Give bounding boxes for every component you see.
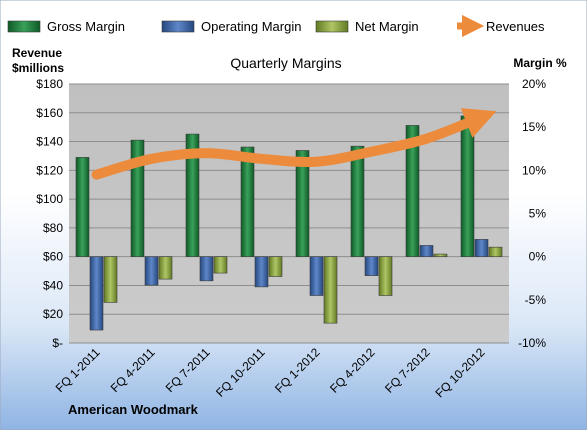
legend-swatch-net-margin [315, 20, 349, 33]
bar-net-margin [488, 246, 503, 257]
right-tick-label: 5% [529, 207, 547, 221]
bar-gross-margin [240, 146, 255, 257]
right-axis-label: Margin % [513, 56, 567, 70]
revenue-line [91, 108, 497, 180]
bar-net-margin [158, 256, 173, 280]
bar-gross-margin [460, 115, 475, 257]
bar-net-margin [103, 256, 118, 303]
legend: Gross Margin Operating Margin Net Margin Re… [7, 14, 545, 38]
left-tick-label: $140 [36, 135, 63, 149]
bar-gross-margin [75, 157, 90, 257]
revenue-series [91, 108, 497, 180]
bar-gross-margin [405, 125, 420, 257]
left-axis-label-line2: $millions [12, 61, 64, 75]
bars [75, 115, 503, 331]
bar-operating-margin [144, 256, 159, 286]
legend-label: Revenues [486, 19, 545, 34]
bar-gross-margin [130, 139, 145, 257]
bar-operating-margin [474, 239, 489, 257]
left-axis-ticks: $180 $160 $140 $120 $100 $80 $60 $40 $20 $- [36, 77, 63, 350]
left-tick-label: $160 [36, 106, 63, 120]
bar-net-margin [378, 256, 393, 296]
bar-net-margin [213, 256, 228, 274]
right-tick-label: 15% [522, 120, 546, 134]
bar-operating-margin [199, 256, 214, 282]
right-tick-label: 20% [522, 77, 546, 91]
legend-label: Net Margin [355, 19, 419, 34]
company-name: American Woodmark [68, 402, 199, 417]
legend-swatch-gross-margin [7, 20, 41, 33]
bar-gross-margin [295, 150, 310, 257]
legend-label: Operating Margin [201, 19, 301, 34]
legend-swatch-operating-margin [161, 20, 195, 33]
bar-gross-margin [350, 145, 365, 257]
left-tick-label: $80 [43, 221, 63, 235]
left-tick-label: $100 [36, 192, 63, 206]
bar-operating-margin [364, 256, 379, 276]
left-tick-label: $180 [36, 77, 63, 91]
bar-operating-margin [309, 256, 324, 296]
bar-operating-margin [89, 256, 104, 331]
right-tick-label: -10% [518, 336, 546, 350]
bar-operating-margin [419, 245, 434, 257]
legend-label: Gross Margin [47, 19, 125, 34]
left-tick-label: $120 [36, 163, 63, 177]
bar-net-margin [268, 256, 283, 277]
chart-title: Quarterly Margins [230, 55, 341, 71]
left-axis-label-line1: Revenue [12, 46, 62, 60]
right-tick-label: 10% [522, 163, 546, 177]
bar-net-margin [433, 253, 448, 257]
left-tick-label: $20 [43, 307, 63, 321]
left-tick-label: $- [52, 336, 63, 350]
bar-operating-margin [254, 256, 269, 288]
bar-gross-margin [185, 133, 200, 257]
left-tick-label: $40 [43, 278, 63, 292]
right-axis-ticks: 20% 15% 10% 5% 0% -5% -10% [518, 77, 546, 350]
left-tick-label: $60 [43, 250, 63, 264]
right-tick-label: 0% [529, 250, 547, 264]
bar-net-margin [323, 256, 338, 324]
right-tick-label: -5% [525, 293, 547, 307]
